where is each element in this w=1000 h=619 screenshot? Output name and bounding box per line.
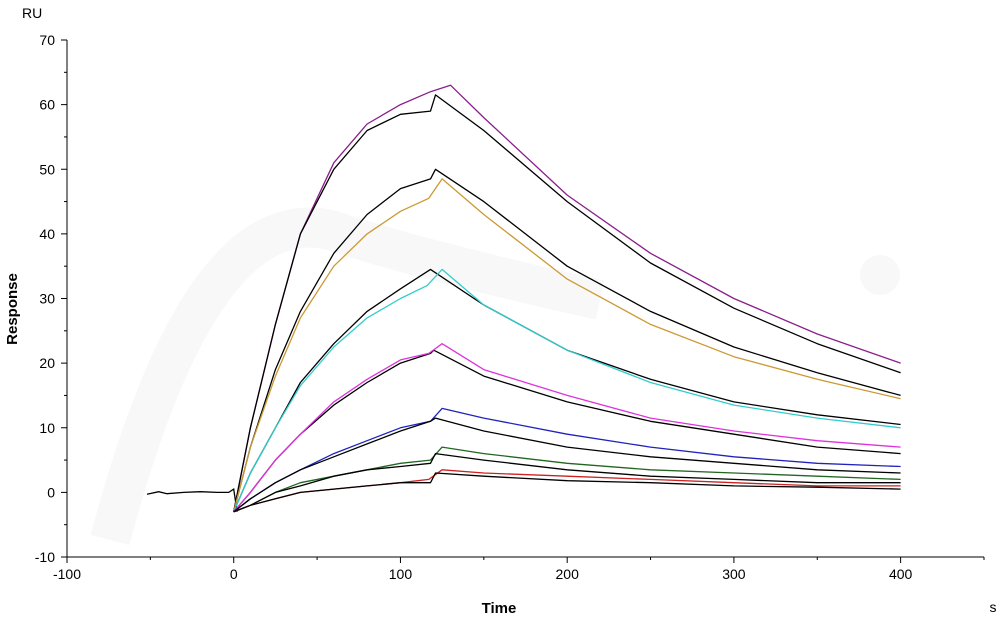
series-line-3: [233, 168, 901, 512]
y-tick-label: 0: [47, 484, 55, 500]
watermark-logo: [90, 207, 900, 546]
y-tick-label: 30: [39, 291, 55, 307]
x-unit-label: s: [990, 599, 997, 615]
y-unit-label: RU: [22, 5, 42, 21]
x-tick-label: 200: [556, 566, 580, 582]
x-axis-title: Time: [482, 600, 517, 617]
series-line-2: [233, 94, 901, 512]
series-line-6: [233, 268, 901, 513]
y-tick-label: 50: [39, 161, 55, 177]
series-line-4: [233, 178, 901, 512]
series-line-14: [233, 472, 901, 513]
series-line-10: [233, 417, 901, 513]
y-tick-label: 10: [39, 420, 55, 436]
y-tick-label: 70: [39, 32, 55, 48]
y-tick-label: -10: [35, 549, 55, 565]
y-tick-label: 40: [39, 226, 55, 242]
y-tick-label: 60: [39, 97, 55, 113]
x-tick-label: 400: [889, 566, 913, 582]
series-layer: [146, 84, 901, 513]
baseline-line: [146, 487, 238, 512]
x-tick-label: 100: [389, 566, 413, 582]
x-tick-label: -100: [53, 566, 81, 582]
series-line-9: [233, 407, 901, 513]
series-line-12: [233, 452, 901, 513]
y-axis-title: Response: [4, 273, 21, 345]
y-tick-label: 20: [39, 355, 55, 371]
series-line-11: [233, 446, 901, 513]
series-line-8: [233, 343, 901, 513]
x-tick-label: 0: [230, 566, 238, 582]
x-tick-label: 300: [722, 566, 746, 582]
